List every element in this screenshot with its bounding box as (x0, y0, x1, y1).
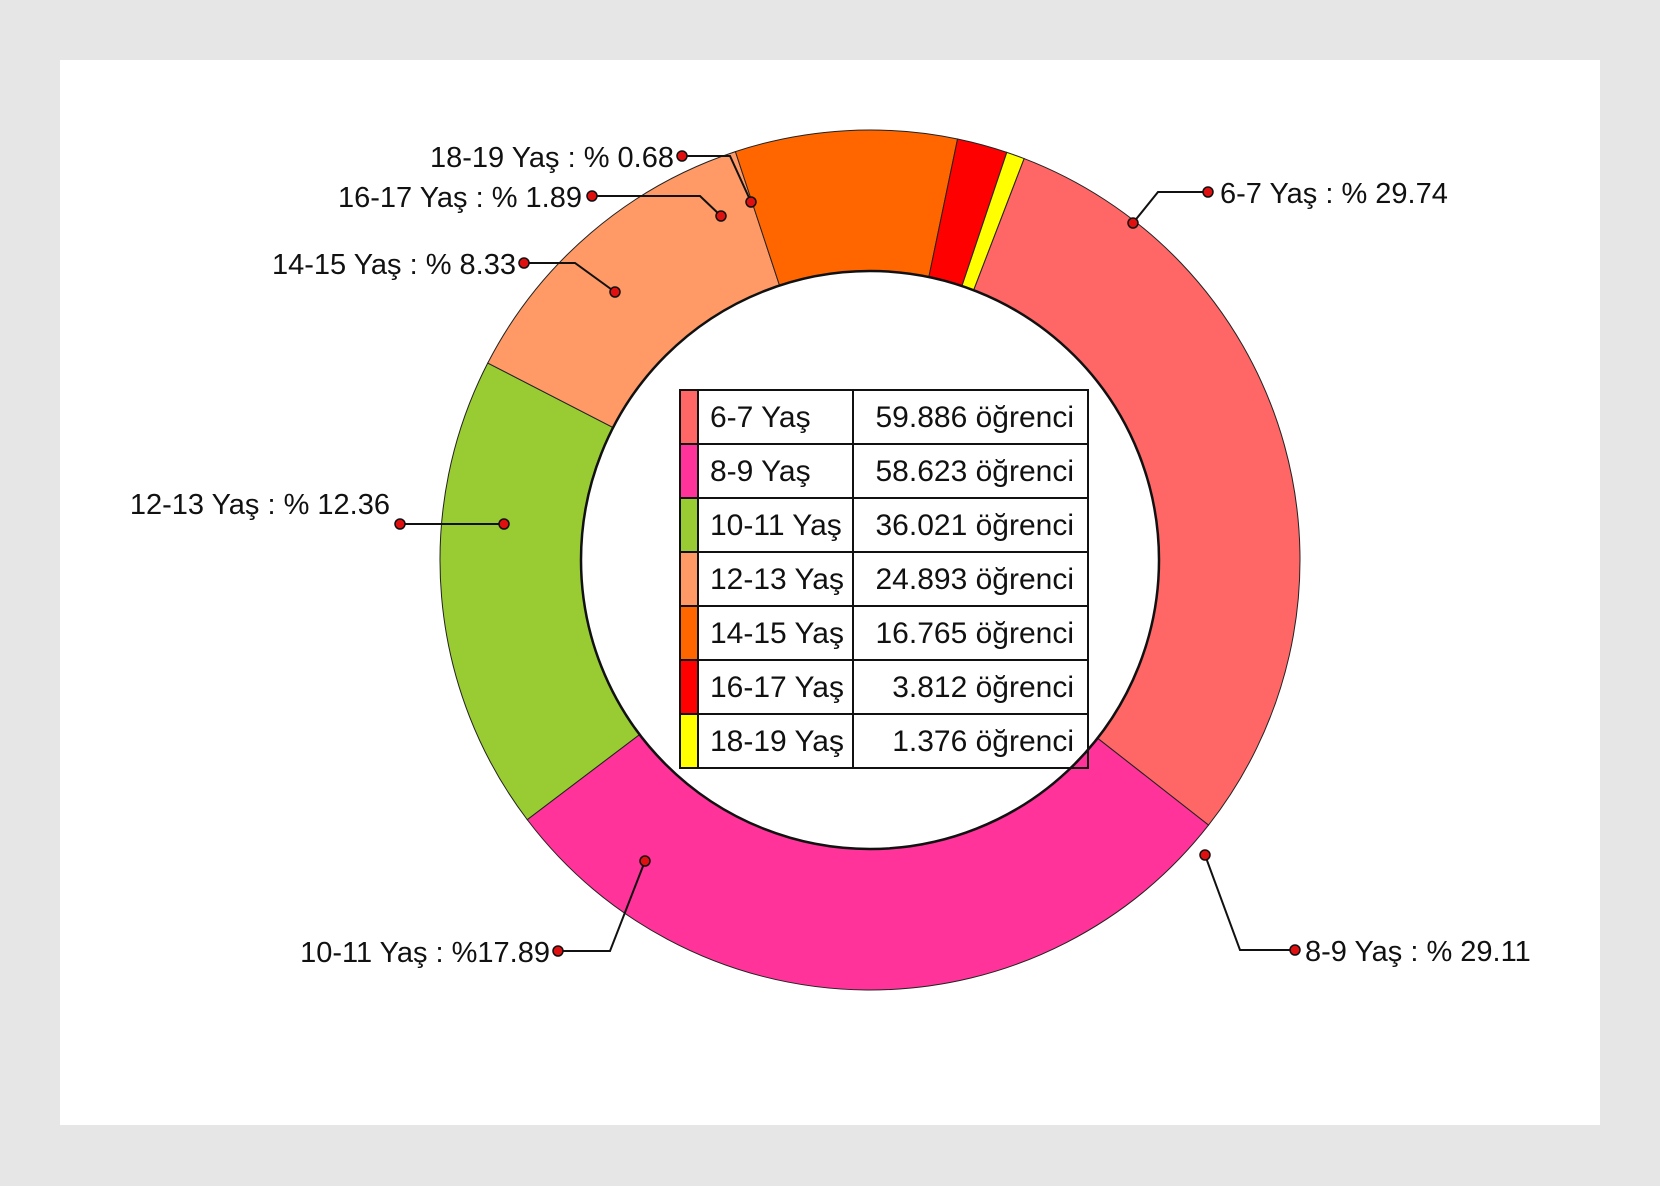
callout-dot (1289, 944, 1301, 956)
legend-category: 16-17 Yaş (710, 671, 844, 704)
callout-line (1204, 854, 1295, 951)
callout-dot (518, 257, 530, 269)
inner-ring (579, 269, 1161, 851)
callout-dot (1202, 186, 1214, 198)
callout-line (592, 195, 722, 217)
callout-dot (498, 518, 510, 530)
legend-border (679, 389, 1089, 769)
callout-dot (394, 518, 406, 530)
callout-line (1132, 191, 1208, 224)
callout-line (524, 262, 616, 293)
legend-count: 36.021 öğrenci (876, 509, 1075, 542)
legend-swatch (680, 714, 698, 768)
legend-table: 6-7 Yaş 59.886 öğrenci 8-9 Yaş 58.623 öğren… (679, 389, 1089, 769)
legend-category: 14-15 Yaş (710, 617, 844, 650)
legend-swatch (680, 660, 698, 714)
data-label: 16-17 Yaş : % 1.89 (338, 182, 582, 214)
callout-dot (676, 150, 688, 162)
legend-category: 10-11 Yaş (710, 509, 842, 542)
legend-category: 6-7 Yaş (710, 401, 811, 434)
callouts-group: 6-7 Yaş : % 29.74 8-9 Yaş : % 29.11 10-11 … (130, 142, 1531, 969)
legend-swatch (680, 498, 698, 552)
legend-category: 8-9 Yaş (710, 455, 811, 488)
legend-category: 18-19 Yaş (710, 725, 844, 758)
callout-dot (1127, 217, 1139, 229)
data-label: 12-13 Yaş : % 12.36 (130, 489, 390, 521)
callout-dot (639, 855, 651, 867)
legend-count: 3.812 öğrenci (892, 671, 1074, 704)
callout-line (558, 860, 646, 952)
data-label: 8-9 Yaş : % 29.11 (1305, 936, 1531, 968)
data-label: 14-15 Yaş : % 8.33 (272, 249, 516, 281)
legend-swatch (680, 606, 698, 660)
callout-dot (1199, 849, 1211, 861)
legend-swatch (680, 390, 698, 444)
legend-swatch (680, 552, 698, 606)
chart-card: 6-7 Yaş : % 29.74 8-9 Yaş : % 29.11 10-11 … (60, 60, 1600, 1125)
data-label: 18-19 Yaş : % 0.68 (430, 142, 674, 174)
slices-group (439, 129, 1301, 991)
callout-dot (586, 190, 598, 202)
donut-chart: 6-7 Yaş : % 29.74 8-9 Yaş : % 29.11 10-11 … (130, 129, 1531, 991)
legend-count: 16.765 öğrenci (876, 617, 1075, 650)
legend-count: 59.886 öğrenci (876, 401, 1075, 434)
legend-swatch (680, 444, 698, 498)
callout-dot (745, 196, 757, 208)
legend-count: 24.893 öğrenci (876, 563, 1075, 596)
data-label: 10-11 Yaş : %17.89 (300, 937, 550, 969)
legend-count: 58.623 öğrenci (876, 455, 1075, 488)
data-label: 6-7 Yaş : % 29.74 (1220, 178, 1448, 210)
callout-dot (552, 945, 564, 957)
legend-category: 12-13 Yaş (710, 563, 844, 596)
callout-dot (715, 210, 727, 222)
callout-dot (609, 286, 621, 298)
callout-line (682, 155, 752, 203)
legend-count: 1.376 öğrenci (892, 725, 1074, 758)
